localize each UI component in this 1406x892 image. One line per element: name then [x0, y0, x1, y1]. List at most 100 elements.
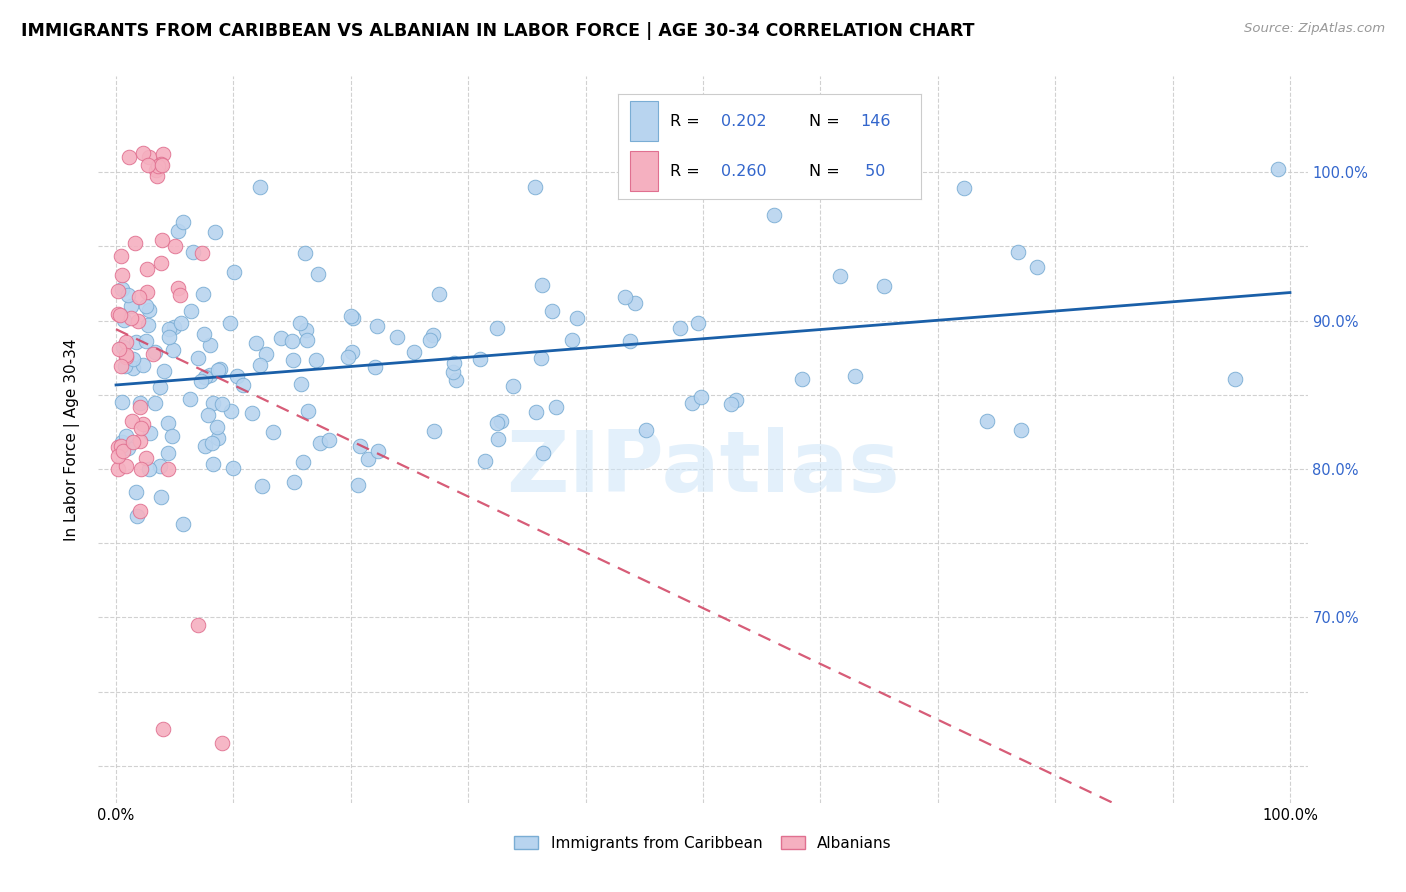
Point — [143, 344, 166, 359]
Point — [283, 475, 305, 490]
Point — [245, 336, 267, 351]
Point — [250, 479, 273, 493]
Point — [191, 286, 214, 301]
Point — [295, 333, 318, 347]
Point — [135, 450, 157, 465]
Point — [122, 434, 145, 449]
Point — [152, 722, 174, 736]
Point — [689, 390, 711, 404]
Point — [114, 359, 136, 373]
Point — [1007, 244, 1029, 259]
Point — [790, 371, 813, 385]
Point — [193, 326, 215, 341]
Point — [111, 340, 134, 354]
Point — [288, 316, 311, 330]
Point — [142, 347, 165, 361]
Point — [541, 304, 564, 318]
Legend: Immigrants from Caribbean, Albanians: Immigrants from Caribbean, Albanians — [508, 830, 898, 857]
Point — [249, 180, 271, 194]
Point — [720, 397, 742, 411]
Point — [138, 462, 160, 476]
Point — [205, 419, 228, 434]
Point — [190, 246, 212, 260]
Point — [422, 328, 444, 343]
Point — [336, 351, 359, 365]
Point — [634, 423, 657, 437]
Point — [619, 334, 641, 348]
Point — [419, 333, 441, 347]
Point — [149, 380, 172, 394]
Point — [124, 235, 146, 250]
Point — [111, 435, 134, 450]
Point — [131, 358, 153, 372]
Point — [115, 350, 138, 364]
Point — [976, 414, 998, 428]
Point — [179, 392, 201, 407]
Point — [1267, 162, 1289, 177]
Point — [211, 397, 233, 411]
Point — [170, 316, 193, 330]
Point — [162, 343, 184, 357]
Point — [166, 224, 188, 238]
Point — [204, 225, 226, 239]
Point — [138, 150, 160, 164]
Point — [128, 503, 150, 517]
Point — [402, 344, 425, 359]
Point — [107, 449, 129, 463]
Point — [110, 249, 132, 263]
Point — [254, 347, 277, 361]
Point — [107, 307, 129, 321]
Point — [485, 321, 508, 335]
Point — [222, 265, 245, 279]
Point — [118, 150, 141, 164]
Text: Source: ZipAtlas.com: Source: ZipAtlas.com — [1244, 22, 1385, 36]
Point — [127, 314, 149, 328]
Point — [157, 329, 180, 343]
Point — [138, 302, 160, 317]
Point — [614, 290, 637, 304]
Point — [297, 403, 319, 417]
Point — [444, 373, 467, 387]
Point — [122, 361, 145, 376]
Point — [136, 285, 159, 299]
Point — [530, 351, 553, 366]
Point — [194, 370, 217, 384]
Point — [166, 281, 188, 295]
Point — [156, 446, 179, 460]
Point — [523, 180, 546, 194]
Point — [135, 334, 157, 348]
Point — [567, 311, 589, 326]
Point — [531, 446, 554, 460]
Point — [136, 261, 159, 276]
Point — [187, 617, 209, 632]
Point — [194, 439, 217, 453]
Point — [340, 309, 363, 323]
Point — [366, 318, 388, 333]
Point — [172, 517, 194, 532]
Point — [441, 365, 464, 379]
Point — [110, 359, 132, 373]
Point — [111, 282, 134, 296]
Text: ZIPatlas: ZIPatlas — [506, 427, 900, 510]
Point — [169, 288, 191, 302]
Point — [157, 462, 180, 476]
Point — [1026, 260, 1049, 275]
Point — [117, 288, 139, 302]
Point — [830, 269, 852, 284]
Point — [201, 436, 224, 450]
Point — [134, 299, 156, 313]
Point — [281, 334, 304, 348]
Point — [491, 414, 513, 428]
Point — [309, 435, 332, 450]
Point — [150, 233, 173, 247]
Point — [129, 396, 152, 410]
Point — [294, 323, 316, 337]
Point — [153, 364, 176, 378]
Point — [763, 208, 786, 222]
Point — [232, 377, 254, 392]
Point — [132, 146, 155, 161]
Point — [307, 267, 329, 281]
Point — [427, 287, 450, 301]
Point — [364, 359, 387, 374]
Point — [115, 335, 138, 350]
